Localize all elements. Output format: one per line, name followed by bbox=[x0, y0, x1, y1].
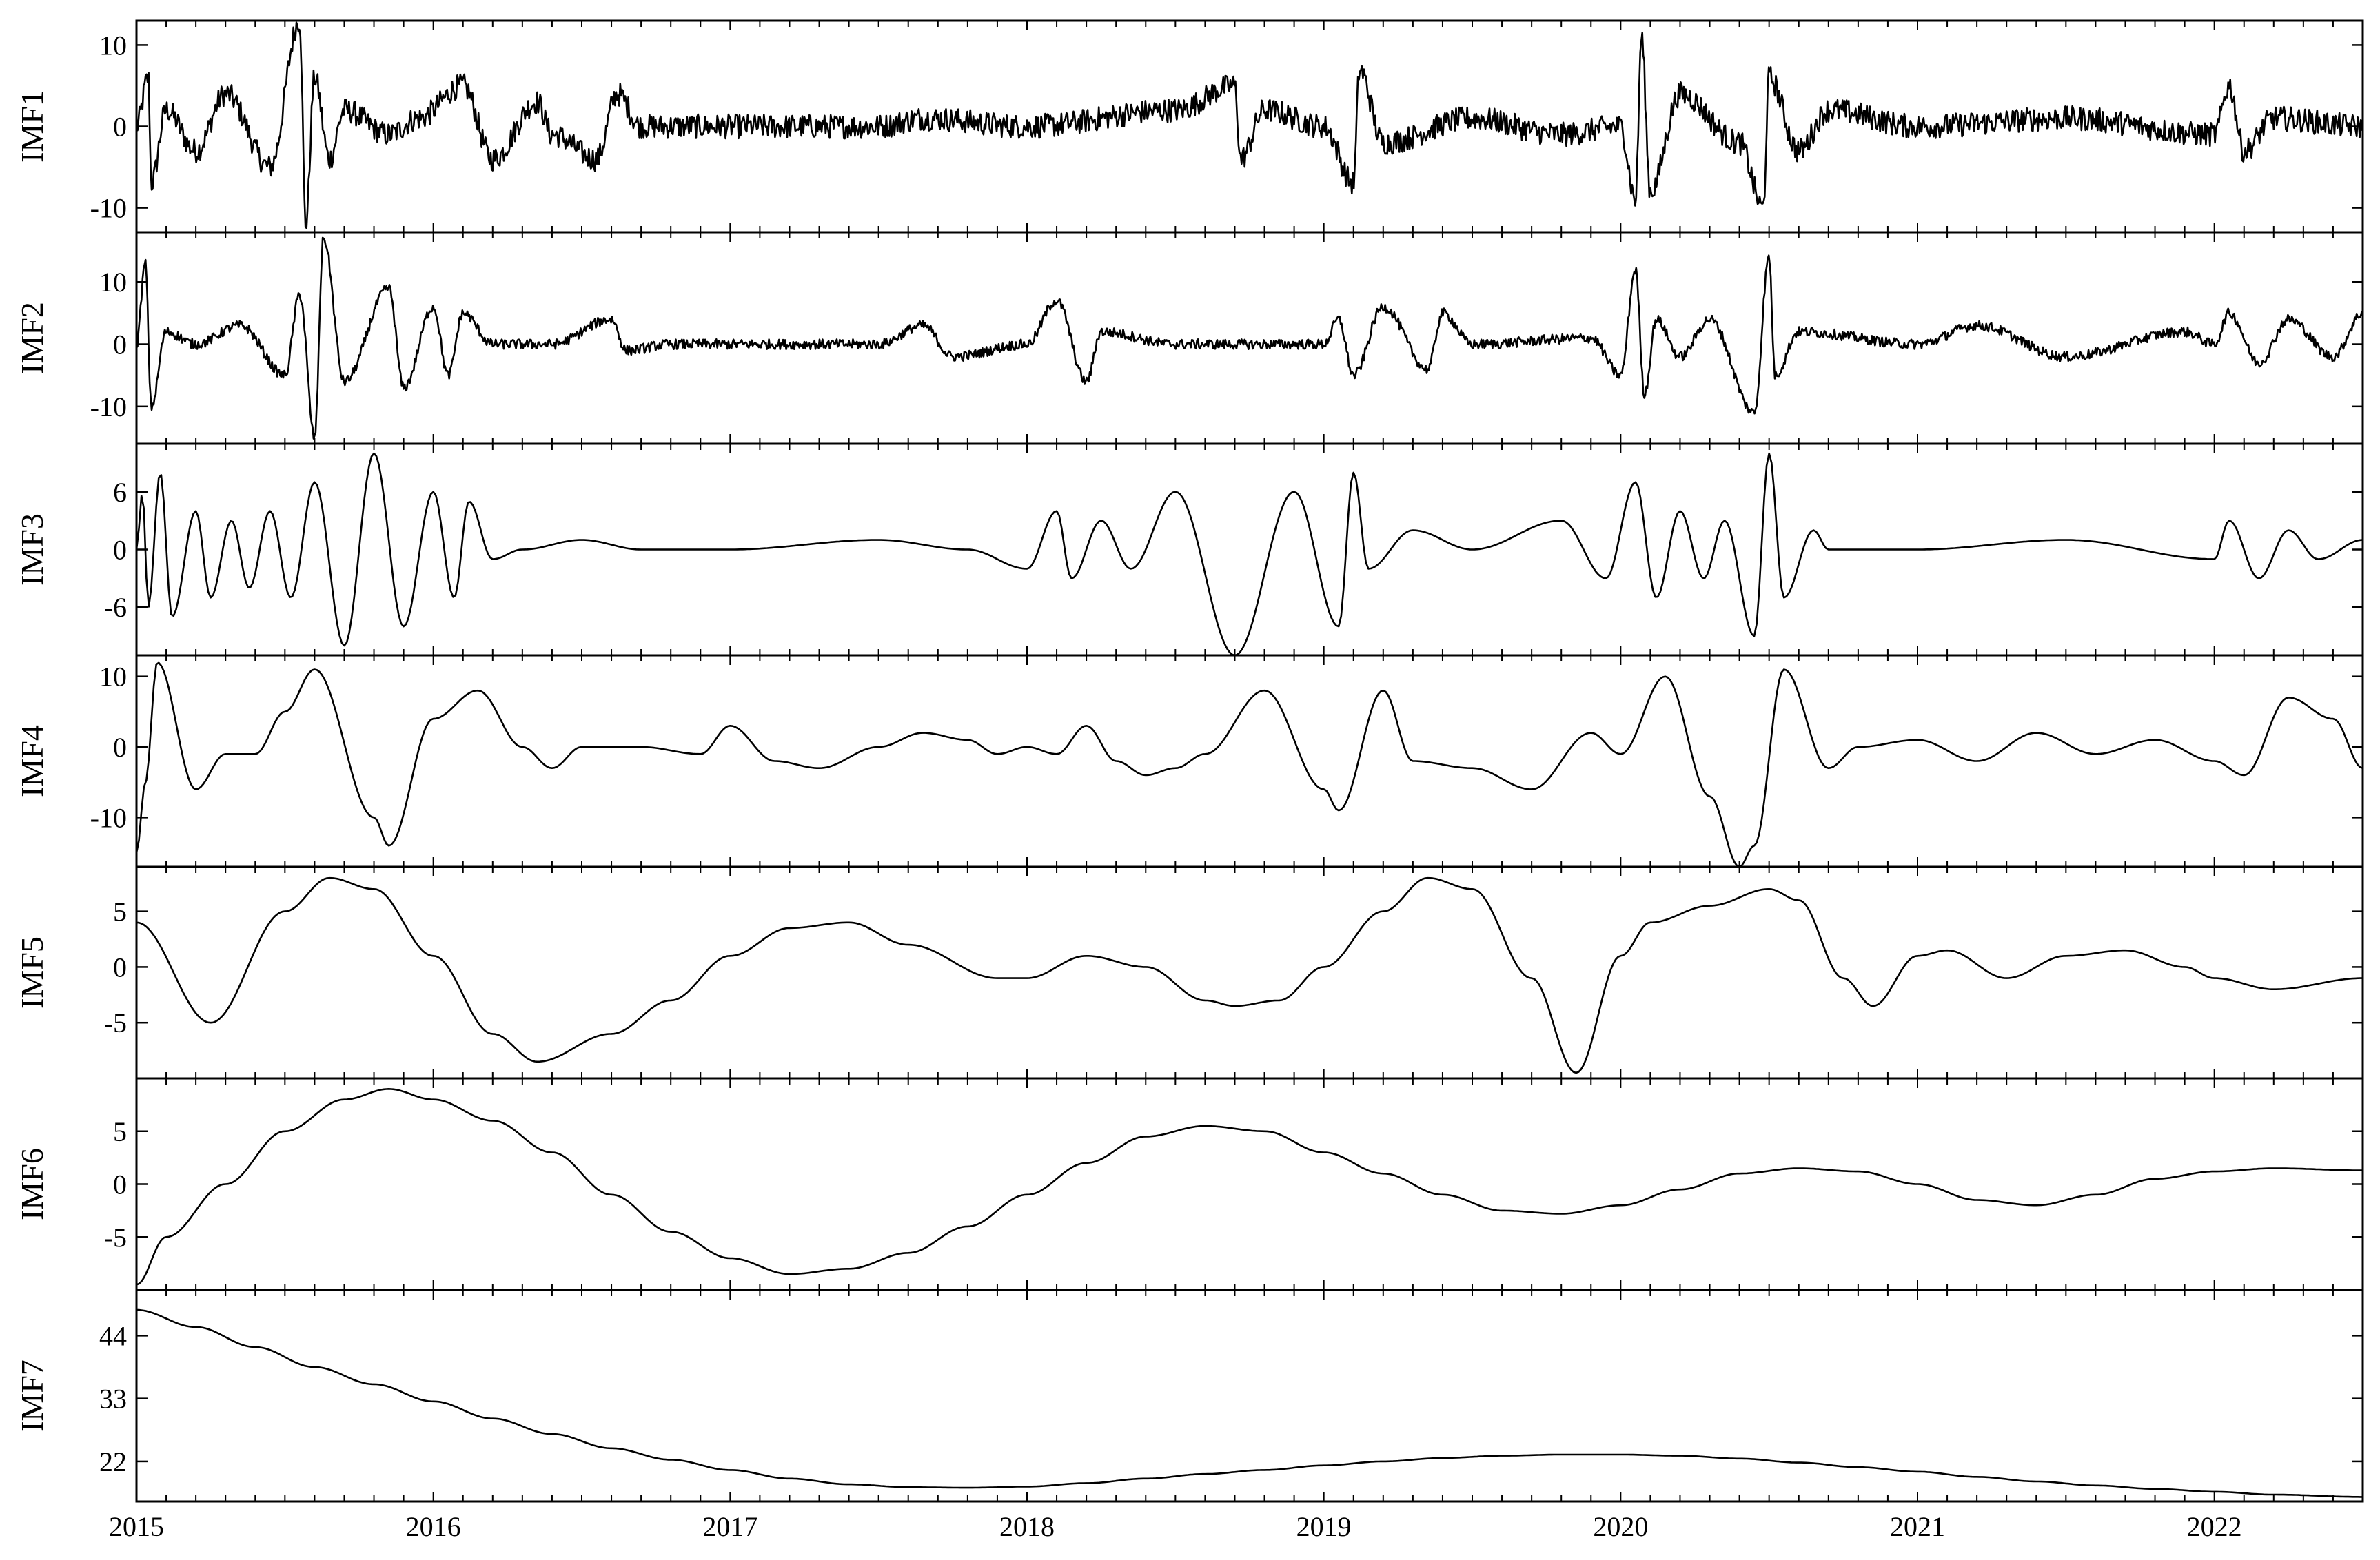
panel-frame bbox=[135, 654, 2364, 868]
panel-imf2: 10 0 -10 IMF2 bbox=[14, 231, 2364, 445]
x-tick-label: 2019 bbox=[1296, 1511, 1352, 1542]
y-tick-label: 10 bbox=[99, 30, 127, 61]
panel-frame bbox=[135, 231, 2364, 445]
y-tick-label: -10 bbox=[90, 193, 127, 224]
x-tick-label: 2018 bbox=[999, 1511, 1055, 1542]
x-tick-label: 2016 bbox=[406, 1511, 461, 1542]
y-tick-label: 0 bbox=[113, 535, 127, 566]
y-tick-label: -5 bbox=[104, 1222, 127, 1253]
y-axis-label: IMF6 bbox=[14, 1148, 50, 1220]
x-tick-label: 2022 bbox=[2187, 1511, 2242, 1542]
series-line-imf6 bbox=[136, 1088, 2363, 1286]
y-tick-label: -10 bbox=[90, 391, 127, 422]
panel-imf4: 10 0 -10 IMF4 bbox=[14, 654, 2364, 868]
series-line-imf1 bbox=[135, 21, 2364, 229]
series-line-imf4 bbox=[135, 661, 2363, 868]
y-tick-label: 22 bbox=[99, 1446, 127, 1477]
panel-frame bbox=[135, 1077, 2364, 1291]
y-tick-label: -6 bbox=[104, 592, 127, 623]
y-axis-label: IMF4 bbox=[14, 725, 50, 797]
y-tick-label: 10 bbox=[99, 661, 127, 692]
y-tick-label: 6 bbox=[113, 477, 127, 508]
panel-imf6: 5 0 -5 IMF6 bbox=[14, 1077, 2364, 1291]
panel-frame bbox=[135, 1289, 2364, 1503]
y-tick-label: 10 bbox=[99, 267, 127, 298]
series-line-imf3 bbox=[135, 452, 2363, 657]
x-tick-label: 2021 bbox=[1890, 1511, 1945, 1542]
y-tick-label: 5 bbox=[113, 896, 127, 927]
x-tick-label: 2020 bbox=[1593, 1511, 1648, 1542]
y-axis-label: IMF1 bbox=[14, 90, 50, 163]
series-line-imf2 bbox=[135, 236, 2364, 440]
panel-frame bbox=[135, 19, 2364, 234]
y-tick-label: -10 bbox=[90, 802, 127, 833]
series-line-imf7 bbox=[136, 1308, 2363, 1498]
y-tick-label: 5 bbox=[113, 1116, 127, 1147]
x-tick-label: 2017 bbox=[702, 1511, 757, 1542]
panel-imf3: 6 0 -6 IMF3 bbox=[14, 442, 2364, 657]
panel-frame bbox=[135, 442, 2364, 657]
panel-frame bbox=[135, 865, 2364, 1080]
y-axis-label: IMF5 bbox=[14, 936, 50, 1009]
series-line-imf5 bbox=[136, 876, 2363, 1074]
panel-imf5: 5 0 -5 IMF5 bbox=[14, 865, 2364, 1080]
y-tick-label: 0 bbox=[113, 112, 127, 143]
y-tick-label: 0 bbox=[113, 732, 127, 763]
y-tick-label: -5 bbox=[104, 1007, 127, 1038]
y-tick-label: 0 bbox=[113, 1169, 127, 1200]
panel-imf1: 10 0 -10 IMF1 bbox=[14, 19, 2364, 234]
y-tick-label: 33 bbox=[99, 1384, 127, 1415]
x-tick-label: 2015 bbox=[109, 1511, 164, 1542]
y-axis-label: IMF2 bbox=[14, 302, 50, 374]
y-tick-label: 0 bbox=[113, 329, 127, 360]
y-tick-label: 44 bbox=[99, 1320, 127, 1351]
y-axis-label: IMF7 bbox=[14, 1359, 50, 1432]
panel-imf7: 44 33 22 IMF7 bbox=[14, 1289, 2364, 1503]
y-axis-label: IMF3 bbox=[14, 513, 50, 586]
y-tick-label: 0 bbox=[113, 952, 127, 983]
